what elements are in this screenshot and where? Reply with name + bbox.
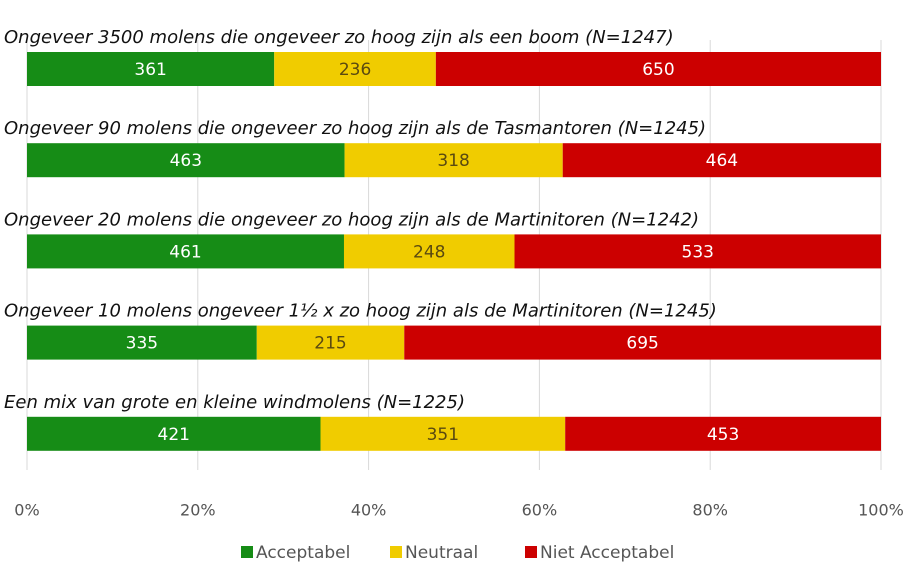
value-label: 318 xyxy=(437,151,469,171)
value-label: 650 xyxy=(642,60,674,80)
legend-swatch xyxy=(241,546,253,558)
bar-segment xyxy=(343,234,515,269)
bar-segment xyxy=(320,416,566,451)
x-tick-label: 60% xyxy=(522,501,558,520)
value-label: 351 xyxy=(427,425,459,445)
category-label: Ongeveer 90 molens die ongeveer zo hoog … xyxy=(4,118,706,139)
x-tick-label: 80% xyxy=(692,501,728,520)
value-label: 533 xyxy=(682,242,714,262)
bar-segment xyxy=(256,325,405,360)
legend-label: Acceptabel xyxy=(256,543,350,563)
bar-segment xyxy=(27,52,275,86)
value-label: 421 xyxy=(158,425,190,445)
bar-segment xyxy=(27,143,345,178)
x-tick-label: 0% xyxy=(14,501,39,520)
bar-segment xyxy=(27,325,257,360)
bar-segment xyxy=(565,416,881,451)
x-tick-label: 40% xyxy=(351,501,387,520)
value-label: 464 xyxy=(706,151,738,171)
value-label: 463 xyxy=(170,151,202,171)
legend-label: Niet Acceptabel xyxy=(540,543,674,563)
value-label: 236 xyxy=(339,60,371,80)
bar-segment xyxy=(514,234,881,269)
value-label: 335 xyxy=(126,334,158,354)
bar-segment xyxy=(27,416,321,451)
value-label: 453 xyxy=(707,425,739,445)
x-tick-label: 100% xyxy=(858,501,904,520)
bar-segment xyxy=(562,143,881,178)
value-label: 361 xyxy=(134,60,166,80)
category-label: Ongeveer 3500 molens die ongeveer zo hoo… xyxy=(4,27,674,48)
bar-segment xyxy=(344,143,563,178)
bar-segment xyxy=(27,234,344,269)
value-label: 248 xyxy=(413,242,445,262)
bar-segment xyxy=(435,52,881,86)
legend-swatch xyxy=(390,546,402,558)
category-label: Een mix van grote en kleine windmolens (… xyxy=(4,392,465,413)
legend-swatch xyxy=(525,546,537,558)
category-label: Ongeveer 10 molens ongeveer 1½ x zo hoog… xyxy=(4,301,717,322)
bar-segment xyxy=(274,52,436,86)
category-label: Ongeveer 20 molens die ongeveer zo hoog … xyxy=(4,209,699,230)
value-label: 215 xyxy=(314,334,346,354)
bar-segment xyxy=(404,325,881,360)
value-label: 461 xyxy=(169,242,201,262)
x-tick-label: 20% xyxy=(180,501,216,520)
legend-label: Neutraal xyxy=(405,543,478,563)
value-label: 695 xyxy=(626,334,658,354)
